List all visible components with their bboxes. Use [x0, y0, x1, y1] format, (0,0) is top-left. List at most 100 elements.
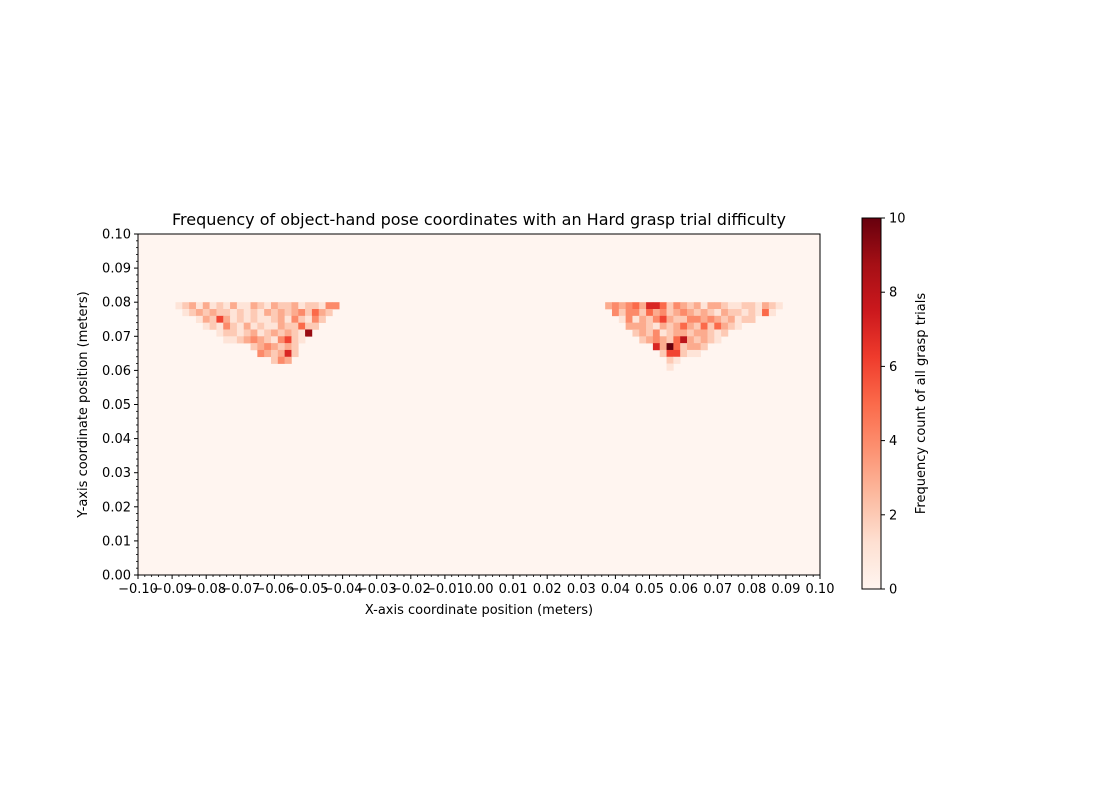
heatmap-cell: [632, 329, 640, 337]
heatmap-cell: [714, 302, 722, 310]
heatmap-cell: [236, 336, 245, 344]
heatmap-cell: [332, 302, 340, 310]
heatmap-cell: [182, 302, 190, 310]
heatmap-cell: [189, 302, 197, 310]
heatmap-cell: [700, 336, 708, 344]
heatmap-cell: [693, 329, 701, 337]
heatmap-cell: [223, 336, 231, 344]
y-tick-label: 0.09: [102, 262, 131, 277]
heatmap-cell: [236, 309, 245, 317]
heatmap-cell: [721, 329, 729, 337]
heatmap-cell: [270, 349, 279, 358]
x-tick-label: 0.03: [567, 582, 596, 597]
heatmap-cell: [659, 349, 667, 358]
heatmap-cell: [209, 309, 217, 317]
heatmap-cell: [652, 315, 661, 323]
heatmap-cell: [748, 309, 756, 317]
heatmap-cell: [277, 329, 285, 337]
heatmap-cell: [768, 302, 776, 310]
x-tick-label: 0.00: [465, 582, 494, 597]
x-tick-label: 0.08: [737, 582, 766, 597]
x-tick-label: 0.01: [499, 582, 528, 597]
x-tick-label: −0.05: [289, 582, 329, 597]
heatmap-cell: [270, 356, 279, 364]
heatmap-cell: [195, 315, 204, 323]
heatmap-cell: [666, 322, 674, 330]
heatmap-cell: [236, 322, 245, 330]
x-tick-label: 0.10: [806, 582, 835, 597]
heatmap-cell: [257, 329, 265, 337]
heatmap-cell: [236, 315, 245, 323]
colorbar-tick-label: 0: [889, 583, 897, 598]
y-tick-label: 0.06: [102, 364, 131, 379]
heatmap-cell: [680, 302, 688, 310]
heatmap-cell: [202, 315, 210, 323]
heatmap-cell: [305, 322, 313, 330]
heatmap-cell: [175, 302, 183, 310]
heatmap-cell: [673, 322, 681, 330]
heatmap-cell: [632, 315, 640, 323]
heatmap-cell: [714, 329, 722, 337]
heatmap-cell: [727, 302, 736, 310]
heatmap-cell: [693, 336, 701, 344]
heatmap-cell: [264, 336, 272, 344]
heatmap-cell: [741, 315, 749, 323]
heatmap-cell: [230, 322, 238, 330]
heatmap-cell: [230, 336, 238, 344]
heatmap-cell: [693, 322, 701, 330]
heatmap-cell: [666, 343, 674, 351]
heatmap-cell: [243, 315, 251, 323]
heatmap-cell: [755, 309, 763, 317]
heatmap-cell: [270, 329, 279, 337]
x-tick-label: 0.09: [771, 582, 800, 597]
colorbar-tick-label: 10: [889, 212, 906, 227]
x-tick-label: −0.09: [152, 582, 192, 597]
heatmap-cell: [666, 356, 674, 364]
heatmap-cell: [284, 356, 292, 364]
heatmap-cell: [311, 302, 320, 310]
heatmap-cell: [270, 343, 279, 351]
heatmap-cell: [721, 302, 729, 310]
x-tick-label: 0.04: [601, 582, 630, 597]
heatmap-cell: [216, 322, 224, 330]
heatmap-cell: [652, 322, 661, 330]
heatmap-cell: [264, 309, 272, 317]
x-tick-label: −0.02: [391, 582, 431, 597]
heatmap-cell: [652, 309, 661, 317]
heatmap-cell: [230, 302, 238, 310]
heatmap-cell: [298, 309, 306, 317]
heatmap-cell: [257, 343, 265, 351]
heatmap-cell: [216, 315, 224, 323]
heatmap-cell: [748, 315, 756, 323]
heatmap-cell: [693, 343, 701, 351]
y-tick-label: 0.10: [102, 228, 131, 243]
heatmap-cell: [291, 336, 299, 344]
heatmap-cell: [305, 309, 313, 317]
heatmap-cell: [216, 302, 224, 310]
heatmap-cell: [687, 349, 695, 358]
heatmap-cell: [277, 356, 285, 364]
heatmap-cell: [264, 349, 272, 358]
heatmap-cell: [652, 343, 661, 351]
y-tick-label: 0.02: [102, 500, 131, 515]
x-tick-label: 0.02: [533, 582, 562, 597]
heatmap-cell: [236, 329, 245, 337]
heatmap-cell: [673, 349, 681, 358]
heatmap-cell: [216, 309, 224, 317]
heatmap-cell: [325, 302, 333, 310]
heatmap-cell: [666, 329, 674, 337]
heatmap-cell: [639, 309, 647, 317]
heatmap-cell: [687, 309, 695, 317]
colorbar-tick-label: 2: [889, 508, 897, 523]
heatmap-cell: [646, 329, 654, 337]
heatmap-cell: [687, 329, 695, 337]
heatmap-cell: [195, 309, 204, 317]
heatmap-cell: [687, 343, 695, 351]
heatmap-cell: [741, 302, 749, 310]
heatmap-cell: [270, 302, 279, 310]
colorbar-tick-label: 6: [889, 360, 897, 375]
heatmap-cell: [680, 343, 688, 351]
heatmap-cell: [270, 315, 279, 323]
heatmap-cell: [652, 329, 661, 337]
heatmap-cell: [311, 309, 320, 317]
